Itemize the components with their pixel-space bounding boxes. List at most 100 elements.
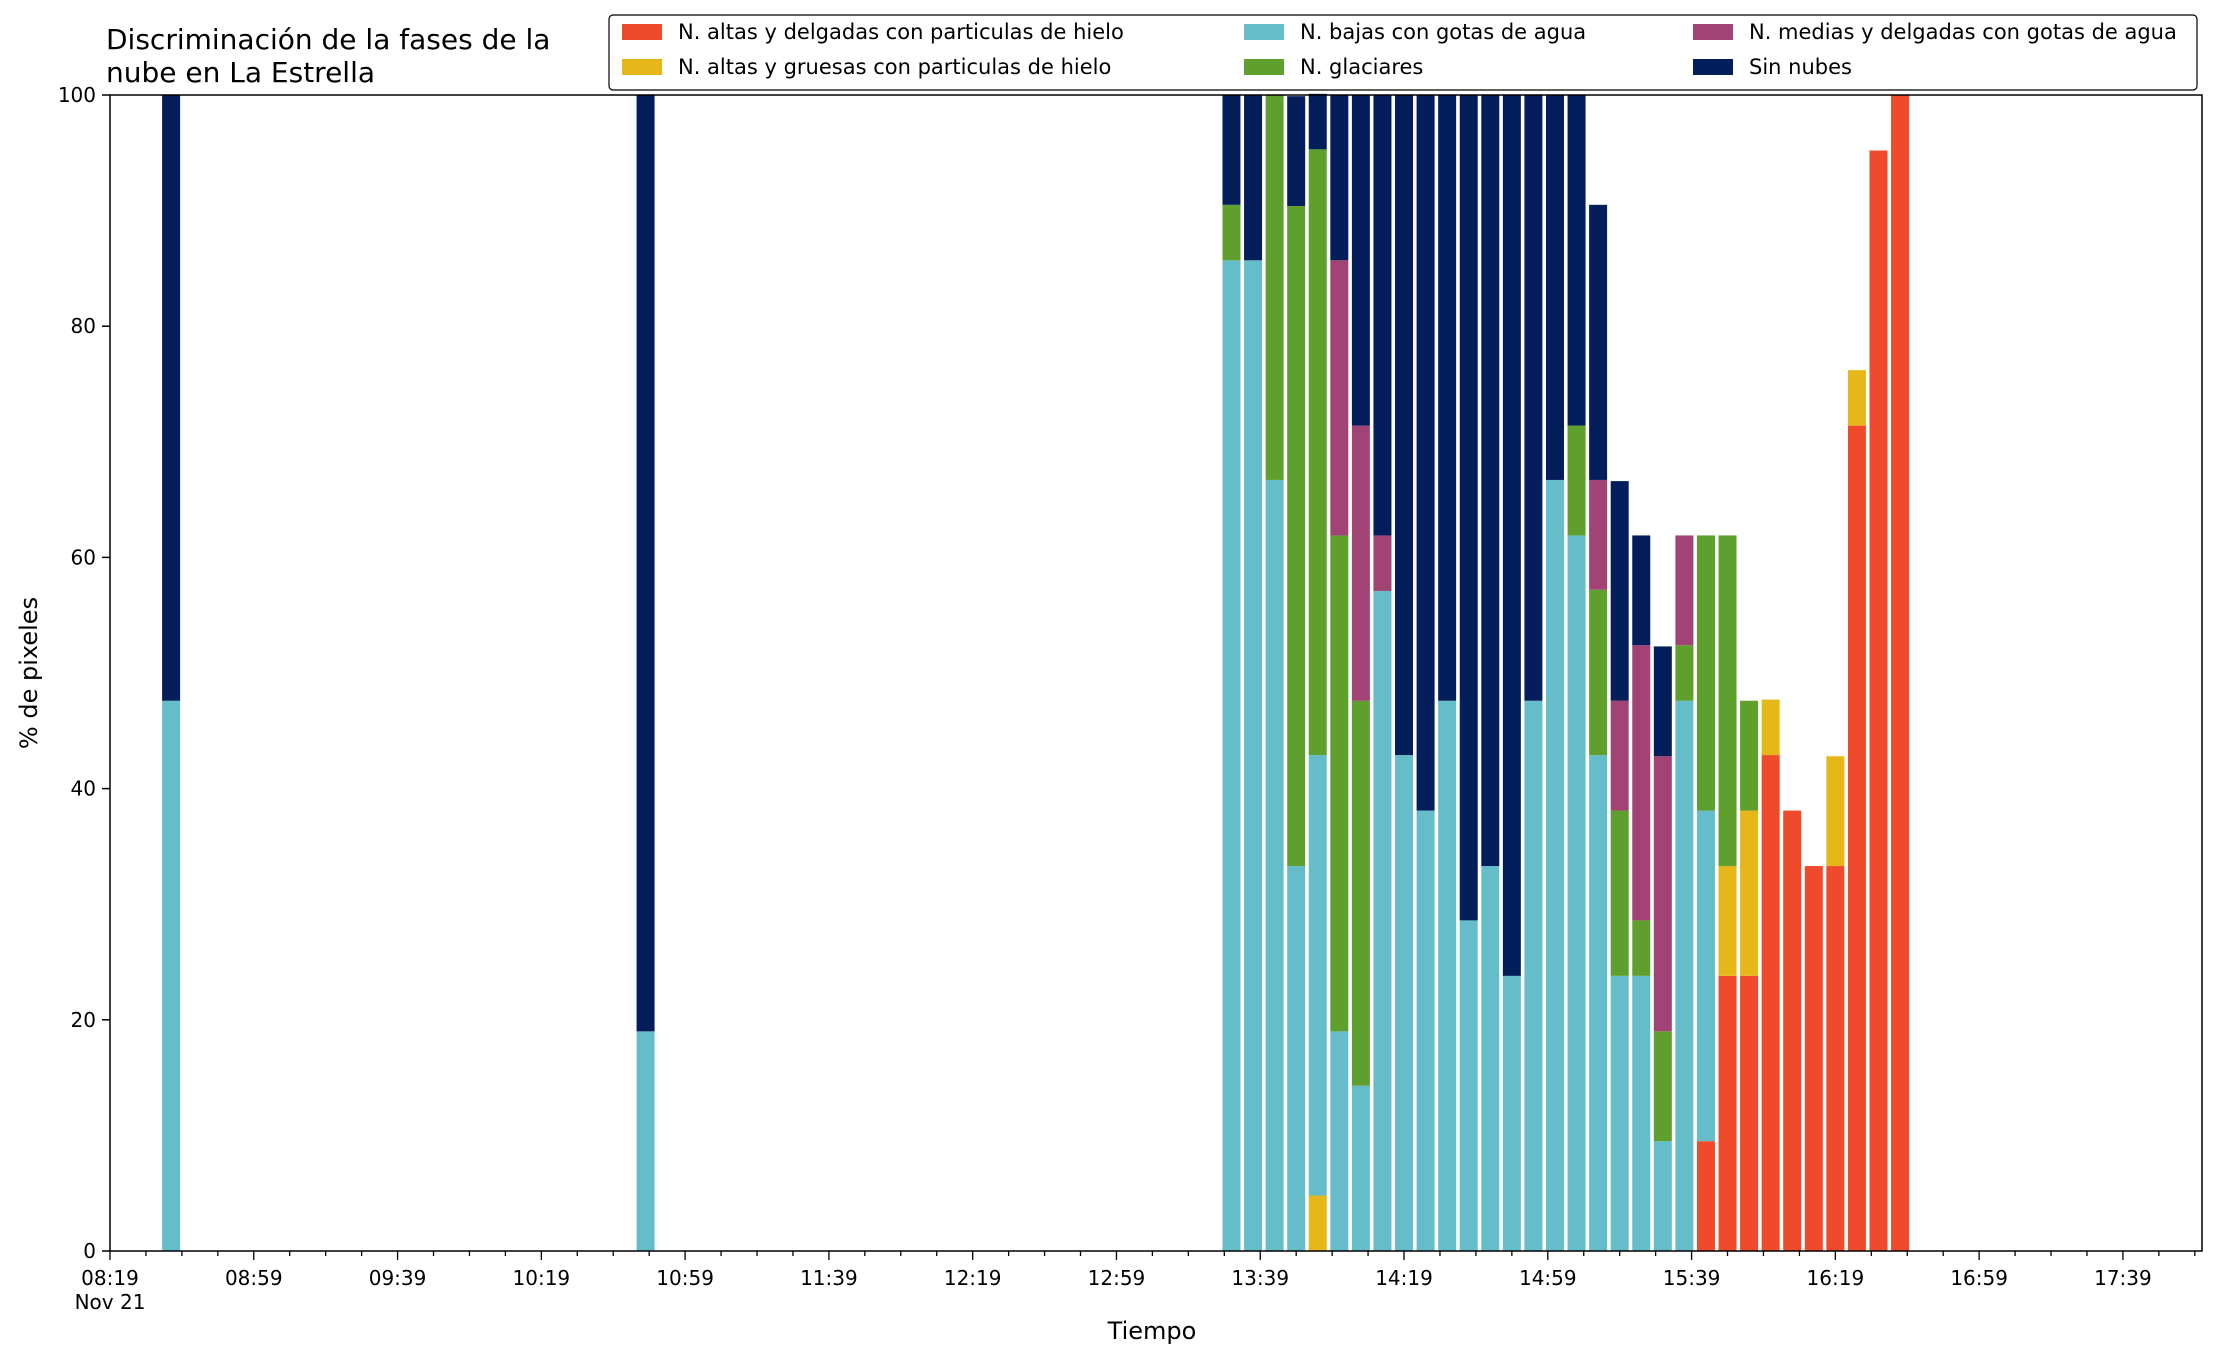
x-tick-label: 15:39 — [1663, 1266, 1721, 1290]
bar-segment-n-glaciares — [1351, 700, 1370, 1086]
bar-segment-sin-nubes — [1459, 95, 1478, 921]
x-tick-label: 08:59 — [225, 1266, 283, 1290]
y-axis: 0 20 40 60 80 100 — [58, 83, 110, 1263]
legend-swatch-sin-nubes — [1693, 59, 1733, 75]
bar-segment-n-glaciares — [1265, 95, 1284, 480]
legend-label-n-medias-y-delgadas-con-gotas-de-agua: N. medias y delgadas con gotas de agua — [1749, 20, 2177, 44]
bar-segment-n-glaciares — [1696, 535, 1715, 811]
legend-swatch-n-medias-y-delgadas-con-gotas-de-agua — [1693, 24, 1733, 40]
bar-segment-n-glaciares — [1330, 535, 1349, 1032]
bar-segment-sin-nubes — [1438, 95, 1457, 701]
bar-segment-n-bajas-con-gotas-de-agua — [1265, 479, 1284, 1251]
legend-label-n-glaciares: N. glaciares — [1300, 55, 1423, 79]
bar-segment-n-altas-y-gruesas-con-particulas-de-hielo — [1308, 1195, 1327, 1251]
legend: N. altas y delgadas con particulas de hi… — [608, 14, 2198, 91]
bar-segment-sin-nubes — [1502, 95, 1521, 976]
bar-segment-n-bajas-con-gotas-de-agua — [636, 1031, 655, 1251]
bar-segment-n-altas-y-gruesas-con-particulas-de-hielo — [1740, 810, 1759, 976]
bar-segment-sin-nubes — [1545, 95, 1564, 480]
x-tick-label: 10:19 — [513, 1266, 571, 1290]
bar-segment-n-glaciares — [1610, 810, 1629, 976]
bar-segment-n-bajas-con-gotas-de-agua — [1438, 700, 1457, 1251]
bar-segment-n-glaciares — [1308, 149, 1327, 756]
bar-segment-n-bajas-con-gotas-de-agua — [1244, 260, 1263, 1251]
bar-segment-n-altas-y-delgadas-con-particulas-de-hielo — [1804, 866, 1823, 1251]
y-tick-label: 0 — [83, 1239, 96, 1263]
bar-segment-n-altas-y-delgadas-con-particulas-de-hielo — [1740, 975, 1759, 1251]
y-tick-label: 60 — [71, 545, 96, 569]
bar-segment-n-bajas-con-gotas-de-agua — [1632, 975, 1651, 1251]
bar-segment-sin-nubes — [1632, 535, 1651, 646]
bar-segment-n-altas-y-delgadas-con-particulas-de-hielo — [1847, 425, 1866, 1251]
legend-label-n-altas-y-gruesas-con-particulas-de-hielo: N. altas y gruesas con particulas de hie… — [678, 55, 1111, 79]
bar-segment-n-bajas-con-gotas-de-agua — [1545, 479, 1564, 1251]
bar-segment-n-bajas-con-gotas-de-agua — [1373, 590, 1392, 1251]
bar-segment-sin-nubes — [1373, 95, 1392, 536]
legend-swatch-n-altas-y-gruesas-con-particulas-de-hielo — [622, 59, 662, 75]
legend-label-n-altas-y-delgadas-con-particulas-de-hielo: N. altas y delgadas con particulas de hi… — [678, 20, 1124, 44]
bar-segment-sin-nubes — [1330, 95, 1349, 261]
bar-segment-n-bajas-con-gotas-de-agua — [1610, 975, 1629, 1251]
y-tick-label: 100 — [58, 83, 96, 107]
x-tick-label: 09:39 — [369, 1266, 427, 1290]
bar-segment-n-bajas-con-gotas-de-agua — [1416, 810, 1435, 1251]
bar-segment-n-bajas-con-gotas-de-agua — [162, 700, 181, 1251]
bar-segment-n-medias-y-delgadas-con-gotas-de-agua — [1589, 479, 1608, 590]
x-tick-label: 17:39 — [2094, 1266, 2152, 1290]
bar-segment-n-bajas-con-gotas-de-agua — [1459, 920, 1478, 1251]
bar-segment-n-medias-y-delgadas-con-gotas-de-agua — [1675, 535, 1694, 646]
bar-segment-sin-nubes — [636, 95, 655, 1032]
bar-segment-n-bajas-con-gotas-de-agua — [1589, 755, 1608, 1251]
bar-segment-n-bajas-con-gotas-de-agua — [1567, 535, 1586, 1251]
y-axis-label: % de pixeles — [15, 597, 43, 749]
bar-segment-n-altas-y-delgadas-con-particulas-de-hielo — [1891, 95, 1910, 1251]
bar-segment-n-altas-y-gruesas-con-particulas-de-hielo — [1761, 699, 1780, 756]
bar-segment-n-glaciares — [1740, 700, 1759, 811]
bar-segment-n-bajas-con-gotas-de-agua — [1395, 755, 1414, 1251]
legend-box — [608, 14, 2198, 91]
bar-segment-n-bajas-con-gotas-de-agua — [1696, 810, 1715, 1142]
x-tick-label: 12:59 — [1088, 1266, 1146, 1290]
x-tick-label: 13:39 — [1231, 1266, 1289, 1290]
bar-segment-sin-nubes — [1567, 95, 1586, 426]
bar-segment-sin-nubes — [162, 95, 181, 701]
bar-segment-n-altas-y-gruesas-con-particulas-de-hielo — [1847, 370, 1866, 426]
bar-segment-n-glaciares — [1632, 920, 1651, 976]
bar-segment-n-medias-y-delgadas-con-gotas-de-agua — [1632, 645, 1651, 921]
bar-segment-sin-nubes — [1395, 95, 1414, 756]
y-tick-label: 80 — [71, 314, 96, 338]
bar-segment-n-altas-y-gruesas-con-particulas-de-hielo — [1718, 866, 1737, 976]
x-tick-label: 14:59 — [1519, 1266, 1577, 1290]
bar-segment-n-bajas-con-gotas-de-agua — [1351, 1085, 1370, 1251]
x-date-label: Nov 21 — [75, 1290, 146, 1314]
bar-segment-n-altas-y-delgadas-con-particulas-de-hielo — [1761, 755, 1780, 1251]
legend-swatch-n-bajas-con-gotas-de-agua — [1244, 24, 1284, 40]
y-tick-label: 20 — [71, 1008, 96, 1032]
bar-segment-n-altas-y-delgadas-con-particulas-de-hielo — [1783, 810, 1802, 1251]
x-tick-label: 14:19 — [1375, 1266, 1433, 1290]
bar-segment-sin-nubes — [1308, 93, 1327, 150]
chart-title-line: Discriminación de la fases de la — [106, 23, 550, 56]
bars-layer — [162, 93, 1910, 1252]
bar-segment-sin-nubes — [1244, 95, 1263, 261]
x-tick-label: 08:19 — [81, 1266, 139, 1290]
bar-segment-n-medias-y-delgadas-con-gotas-de-agua — [1610, 700, 1629, 811]
x-tick-label: 11:39 — [800, 1266, 858, 1290]
x-axis-label: Tiempo — [1107, 1317, 1197, 1345]
bar-segment-n-medias-y-delgadas-con-gotas-de-agua — [1330, 260, 1349, 536]
bar-segment-n-glaciares — [1567, 425, 1586, 536]
bar-segment-sin-nubes — [1589, 204, 1608, 480]
legend-swatch-n-glaciares — [1244, 59, 1284, 75]
bar-segment-n-altas-y-delgadas-con-particulas-de-hielo — [1696, 1141, 1715, 1251]
x-tick-label: 16:19 — [1807, 1266, 1865, 1290]
bar-segment-n-bajas-con-gotas-de-agua — [1222, 260, 1241, 1251]
bar-segment-n-bajas-con-gotas-de-agua — [1330, 1031, 1349, 1251]
bar-segment-n-bajas-con-gotas-de-agua — [1675, 700, 1694, 1251]
bar-segment-n-medias-y-delgadas-con-gotas-de-agua — [1351, 425, 1370, 701]
x-tick-label: 12:19 — [944, 1266, 1002, 1290]
bar-segment-sin-nubes — [1222, 95, 1241, 205]
bar-segment-sin-nubes — [1610, 481, 1629, 701]
legend-label-n-bajas-con-gotas-de-agua: N. bajas con gotas de agua — [1300, 20, 1586, 44]
legend-label-sin-nubes: Sin nubes — [1749, 55, 1852, 79]
